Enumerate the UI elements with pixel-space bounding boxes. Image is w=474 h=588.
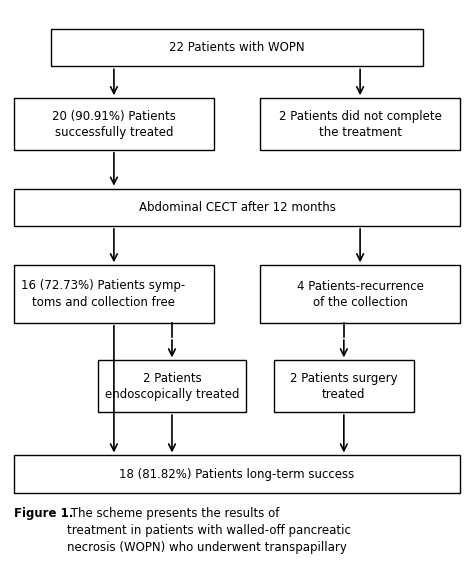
Text: 22 Patients with WOPN: 22 Patients with WOPN — [169, 41, 305, 54]
Bar — [260, 265, 460, 323]
Text: 16 (72.73%) Patients symp-
toms and collection free: 16 (72.73%) Patients symp- toms and coll… — [21, 279, 185, 309]
Text: 4 Patients-recurrence
of the collection: 4 Patients-recurrence of the collection — [297, 279, 424, 309]
Text: 18 (81.82%) Patients long-term success: 18 (81.82%) Patients long-term success — [119, 467, 355, 480]
Text: 2 Patients
endoscopically treated: 2 Patients endoscopically treated — [105, 372, 239, 400]
Bar — [14, 189, 460, 226]
Bar — [98, 360, 246, 412]
Text: Abdominal CECT after 12 months: Abdominal CECT after 12 months — [138, 201, 336, 214]
Text: 20 (90.91%) Patients
successfully treated: 20 (90.91%) Patients successfully treate… — [52, 109, 176, 139]
Text: Figure 1.: Figure 1. — [14, 507, 73, 520]
Bar — [51, 29, 423, 66]
Bar — [260, 98, 460, 150]
Bar — [14, 98, 214, 150]
Bar — [14, 455, 460, 493]
Text: 2 Patients surgery
treated: 2 Patients surgery treated — [290, 372, 398, 400]
Bar — [14, 265, 214, 323]
Text: 2 Patients did not complete
the treatment: 2 Patients did not complete the treatmen… — [279, 109, 442, 139]
Bar — [274, 360, 413, 412]
Text: The scheme presents the results of
treatment in patients with walled-off pancrea: The scheme presents the results of treat… — [67, 507, 351, 554]
